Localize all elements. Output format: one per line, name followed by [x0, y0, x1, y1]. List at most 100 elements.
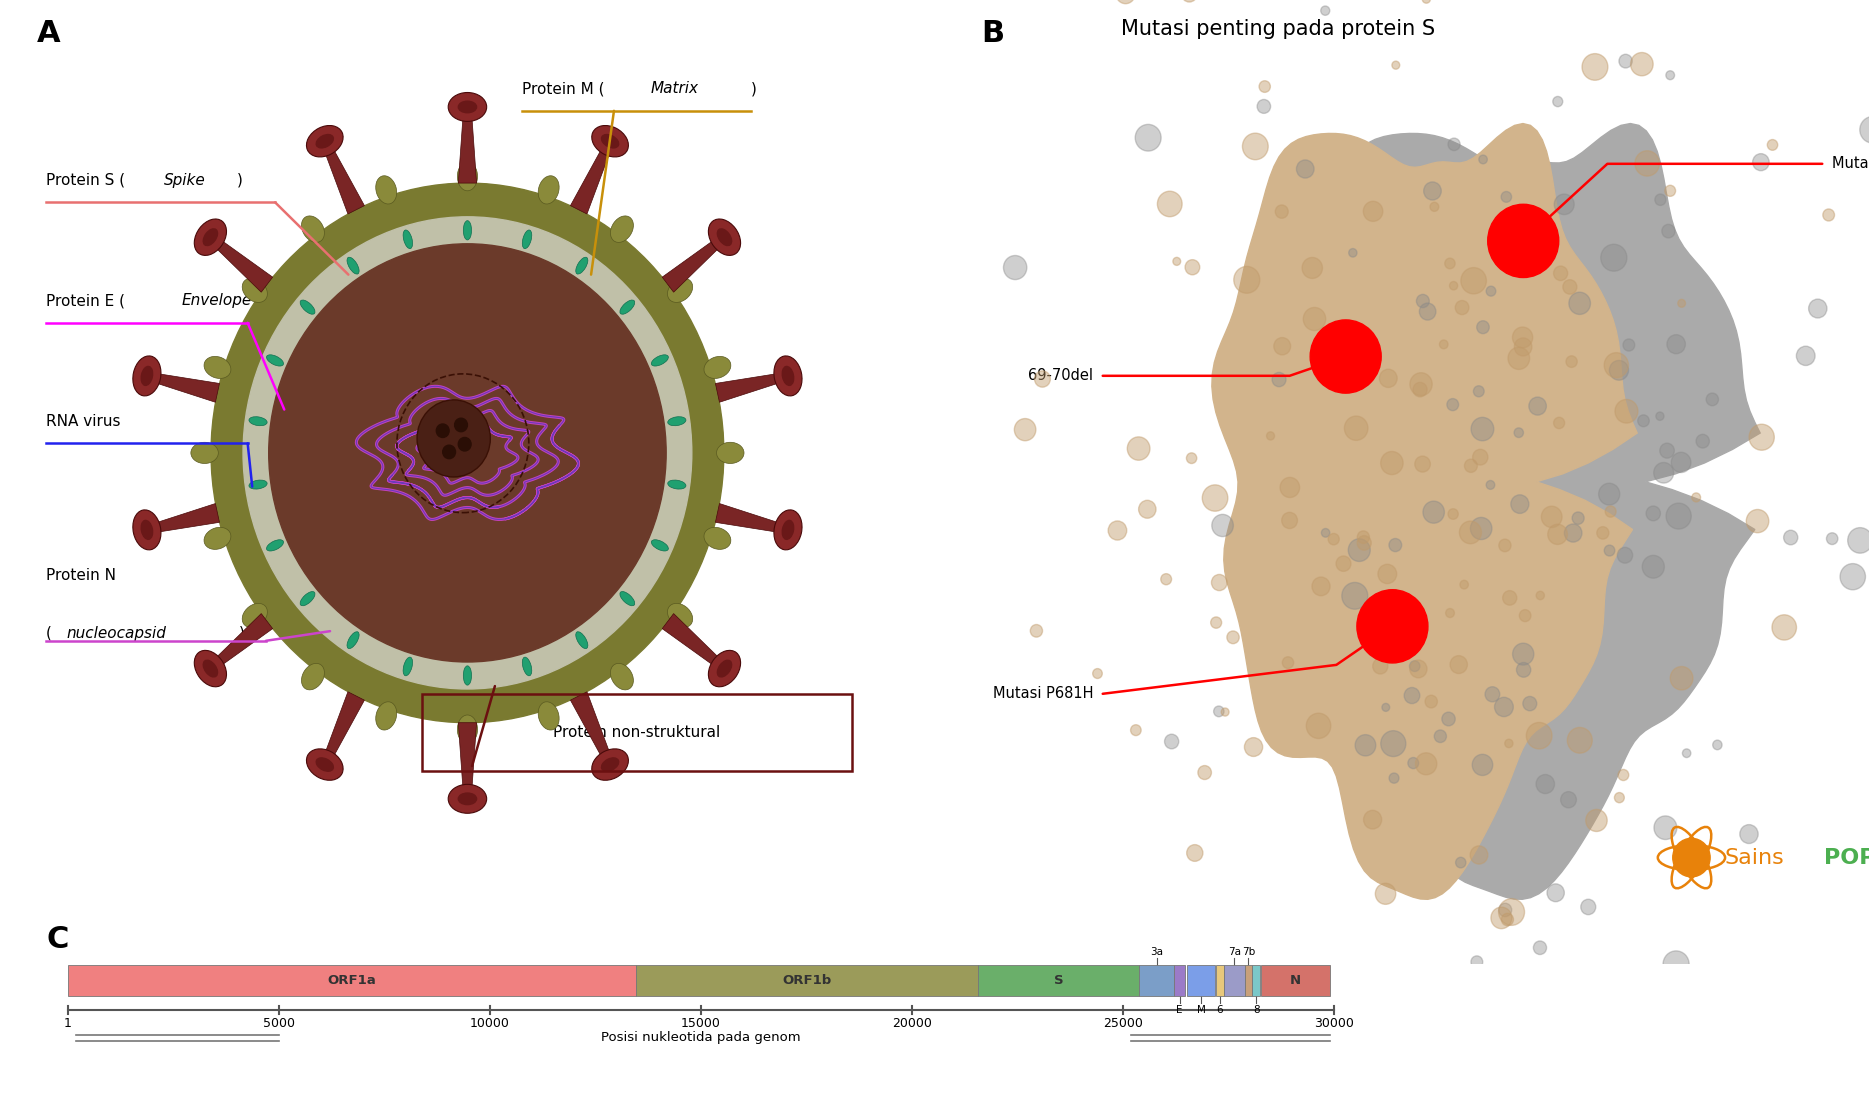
Text: Spike: Spike: [164, 173, 206, 188]
Circle shape: [1409, 372, 1432, 395]
Circle shape: [1512, 327, 1533, 348]
Circle shape: [1548, 525, 1568, 544]
Text: 30000: 30000: [1314, 1017, 1353, 1030]
Circle shape: [1473, 385, 1484, 396]
Circle shape: [1678, 299, 1686, 308]
Circle shape: [1450, 656, 1467, 673]
Circle shape: [1409, 612, 1426, 631]
Text: 1: 1: [64, 1017, 71, 1030]
Circle shape: [1772, 614, 1796, 641]
Circle shape: [1220, 708, 1230, 716]
Circle shape: [1357, 535, 1372, 550]
Text: ): ): [237, 173, 243, 188]
Circle shape: [1138, 500, 1157, 518]
Circle shape: [1460, 521, 1482, 544]
Circle shape: [1404, 688, 1420, 704]
Circle shape: [1344, 416, 1368, 440]
Polygon shape: [570, 692, 609, 757]
Circle shape: [1211, 616, 1222, 629]
Circle shape: [1604, 353, 1628, 378]
Circle shape: [1501, 913, 1514, 925]
FancyBboxPatch shape: [1187, 966, 1215, 995]
Ellipse shape: [718, 660, 731, 677]
Text: (: (: [47, 626, 52, 641]
Circle shape: [1245, 738, 1263, 757]
Circle shape: [1389, 590, 1402, 603]
Ellipse shape: [307, 749, 344, 781]
Text: 7a: 7a: [1228, 946, 1241, 957]
Circle shape: [1619, 55, 1632, 68]
Ellipse shape: [667, 278, 693, 302]
Text: ): ): [239, 626, 245, 641]
Circle shape: [1596, 527, 1609, 539]
Circle shape: [1441, 712, 1456, 726]
Ellipse shape: [458, 715, 477, 744]
FancyBboxPatch shape: [67, 966, 635, 995]
Ellipse shape: [449, 92, 486, 122]
Circle shape: [1555, 194, 1574, 215]
Ellipse shape: [307, 126, 344, 157]
Circle shape: [1665, 185, 1676, 196]
Circle shape: [1637, 415, 1648, 427]
Circle shape: [1690, 1011, 1712, 1034]
Circle shape: [1841, 564, 1865, 590]
Ellipse shape: [652, 540, 669, 551]
Ellipse shape: [521, 657, 533, 676]
Circle shape: [1615, 793, 1624, 803]
Circle shape: [1372, 658, 1389, 675]
Circle shape: [1860, 116, 1869, 143]
Circle shape: [1430, 203, 1439, 211]
Polygon shape: [458, 723, 477, 787]
Circle shape: [417, 400, 490, 477]
Circle shape: [1542, 506, 1562, 528]
Text: 10000: 10000: [469, 1017, 510, 1030]
Circle shape: [1753, 153, 1770, 171]
Circle shape: [1258, 100, 1271, 114]
FancyBboxPatch shape: [1252, 966, 1260, 995]
Circle shape: [1211, 515, 1234, 537]
Ellipse shape: [521, 230, 533, 249]
Ellipse shape: [316, 135, 333, 148]
Circle shape: [1768, 139, 1777, 150]
Circle shape: [1473, 754, 1493, 775]
Circle shape: [1622, 339, 1635, 351]
Circle shape: [1605, 506, 1617, 517]
Text: 8: 8: [1252, 1005, 1260, 1015]
Circle shape: [1321, 5, 1329, 15]
Circle shape: [1740, 825, 1759, 843]
Circle shape: [1600, 244, 1626, 272]
Ellipse shape: [348, 257, 359, 274]
Circle shape: [1392, 61, 1400, 69]
Ellipse shape: [602, 135, 619, 148]
Circle shape: [1370, 1016, 1377, 1024]
Text: S: S: [1054, 975, 1063, 987]
Circle shape: [1445, 258, 1456, 268]
Circle shape: [454, 418, 467, 431]
Circle shape: [1185, 260, 1200, 275]
Circle shape: [1211, 575, 1228, 590]
Ellipse shape: [376, 175, 396, 204]
Circle shape: [1488, 205, 1559, 277]
Text: A: A: [37, 20, 60, 48]
Circle shape: [1381, 730, 1405, 757]
Ellipse shape: [249, 417, 267, 426]
Circle shape: [1422, 0, 1430, 3]
Ellipse shape: [194, 219, 226, 255]
Polygon shape: [1211, 124, 1637, 899]
Circle shape: [1093, 669, 1103, 679]
Circle shape: [1548, 884, 1564, 901]
Circle shape: [1662, 224, 1675, 238]
Circle shape: [1303, 308, 1325, 331]
Ellipse shape: [464, 666, 471, 685]
Polygon shape: [217, 613, 273, 665]
Circle shape: [1450, 281, 1458, 290]
Circle shape: [1553, 417, 1564, 428]
Circle shape: [1499, 899, 1525, 925]
Circle shape: [1035, 371, 1050, 388]
Circle shape: [1654, 816, 1676, 840]
Ellipse shape: [611, 664, 634, 690]
Circle shape: [1419, 303, 1435, 320]
Text: nucleocapsid: nucleocapsid: [65, 626, 166, 641]
Circle shape: [1381, 703, 1391, 712]
Polygon shape: [157, 373, 219, 402]
